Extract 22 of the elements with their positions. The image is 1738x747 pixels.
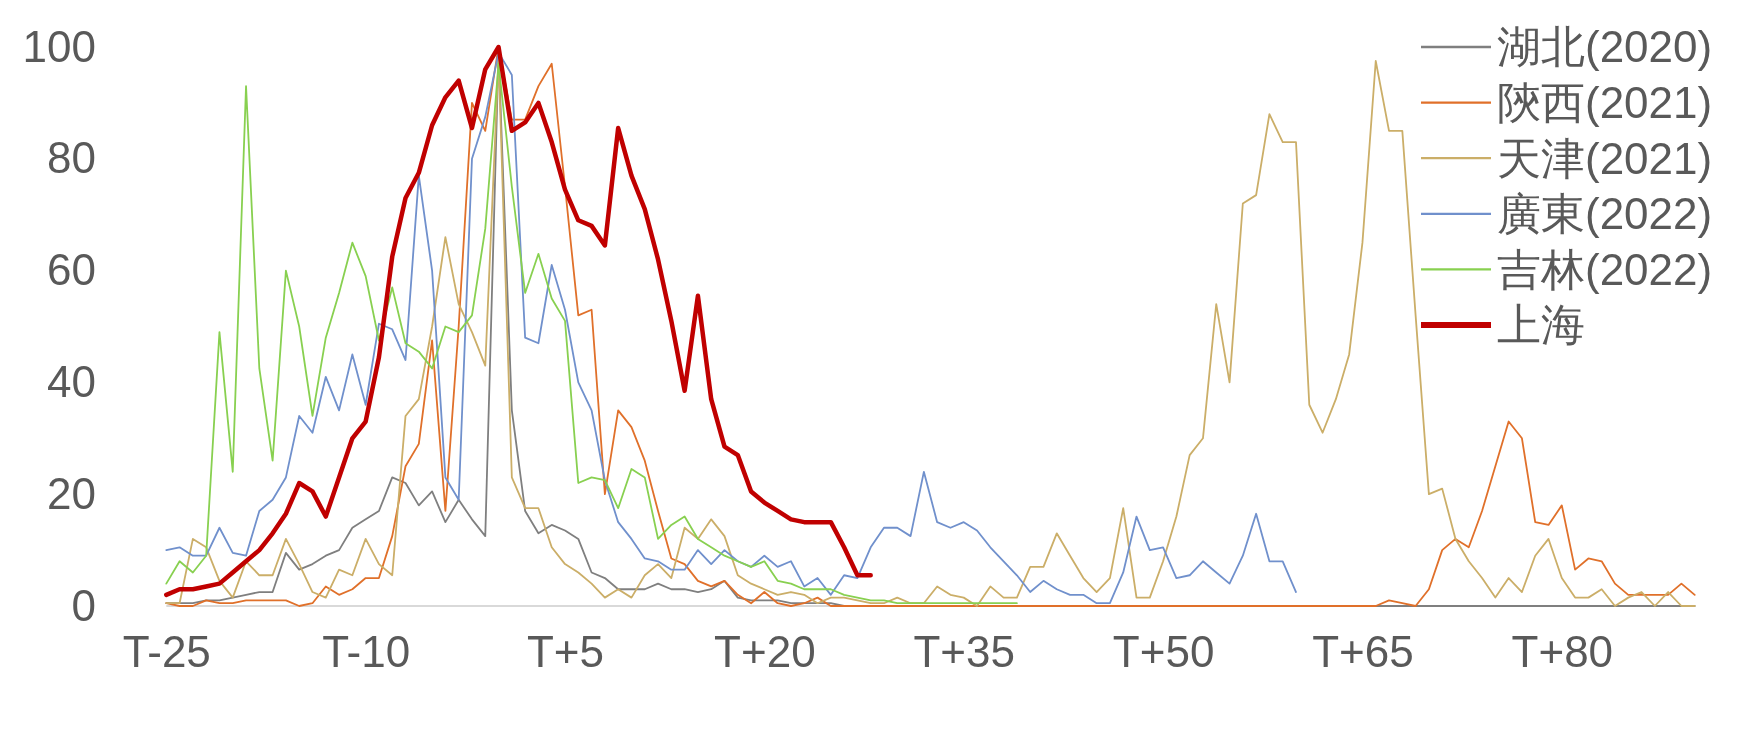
line-series (164, 44, 873, 598)
y-tick-label: 20 (47, 468, 96, 518)
x-tick-label: T+50 (1112, 627, 1215, 677)
x-tick-label: T+5 (526, 627, 605, 677)
x-tick-label: T+80 (1511, 627, 1614, 677)
legend-label: 湖北(2020) (1497, 22, 1713, 72)
x-tick-label: T-10 (322, 627, 411, 677)
legend-label: 上海 (1497, 300, 1585, 350)
x-tick-label: T+35 (913, 627, 1015, 677)
legend-label: 廣東(2022) (1497, 189, 1713, 239)
y-tick-label: 0 (71, 580, 96, 630)
legend-label: 吉林(2022) (1497, 244, 1713, 294)
x-tick-label: T+65 (1312, 627, 1414, 677)
y-tick-label: 80 (47, 133, 96, 183)
line-series (165, 62, 1018, 605)
x-tick-label: T-25 (122, 627, 211, 677)
legend-label: 陝西(2021) (1497, 78, 1713, 127)
y-tick-label: 40 (47, 356, 96, 406)
legend-label: 天津(2021) (1497, 133, 1713, 183)
y-tick-label: 100 (22, 21, 96, 71)
x-tick-label: T+20 (714, 627, 816, 677)
y-tick-label: 60 (47, 245, 96, 295)
